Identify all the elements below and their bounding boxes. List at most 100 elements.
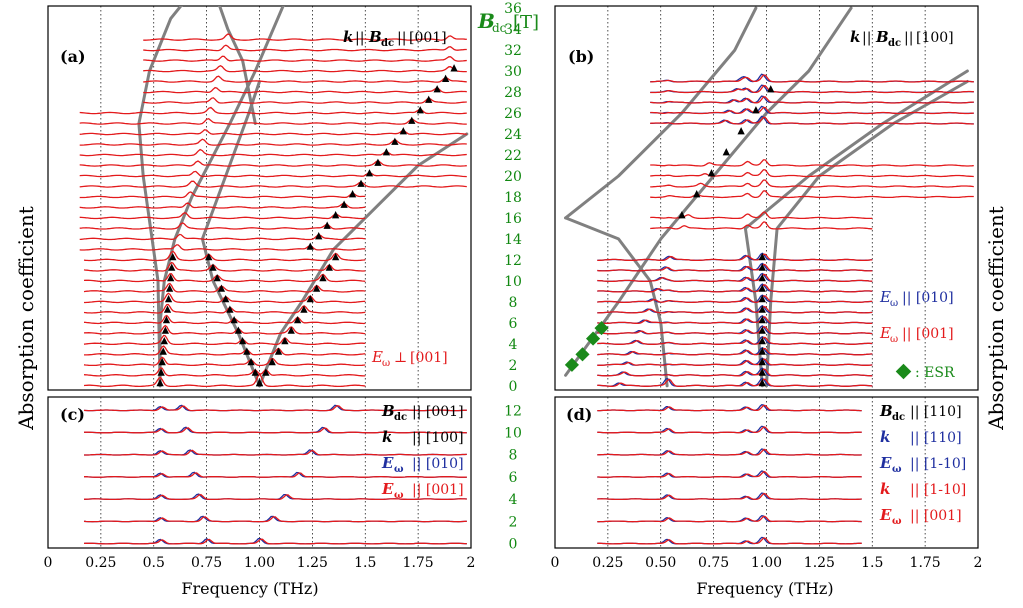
panel-a-annotations: (a) k || B dc || [001] E ω ⊥ [001] xyxy=(60,28,448,369)
svg-text:k: k xyxy=(850,28,860,46)
peak-marker xyxy=(268,357,276,366)
spectrum-trace-red xyxy=(79,106,467,115)
x-tick-label-right: 2 xyxy=(974,555,983,571)
spectrum-trace-red xyxy=(650,159,974,167)
panel-b-legend-red: E ω || [001] xyxy=(879,324,954,345)
peak-marker xyxy=(213,273,221,282)
d-legend-symbol: k xyxy=(880,480,890,498)
peak-marker xyxy=(408,116,416,124)
peak-marker xyxy=(340,200,348,208)
d-legend-text: || [1-10] xyxy=(910,482,966,498)
x-tick-label-right: 1.5 xyxy=(861,555,883,571)
svg-text:dc: dc xyxy=(492,21,507,35)
x-tick-label-left: 1.75 xyxy=(403,555,434,571)
peak-marker xyxy=(758,273,766,282)
panel-d-frame xyxy=(554,396,979,549)
peak-marker xyxy=(281,336,289,345)
c-legend-sub: ω xyxy=(394,464,404,475)
panel-a-label: (a) xyxy=(60,47,86,66)
spectrum-trace-red xyxy=(650,96,974,104)
spectrum-trace-red xyxy=(83,314,366,325)
bdc-tick-label: 26 xyxy=(504,106,522,122)
peak-marker xyxy=(758,368,766,376)
spectrum-trace-red xyxy=(83,334,366,346)
svg-text:||: || xyxy=(397,30,406,46)
c-legend-text: || [001] xyxy=(412,404,464,420)
panel-b-legend-blue: E ω || [010] xyxy=(879,288,954,309)
spectrum-trace-red xyxy=(83,427,467,434)
panel-c xyxy=(47,396,472,549)
peak-marker xyxy=(319,273,327,282)
spectrum-trace-red xyxy=(650,179,974,188)
d-legend-text: || [110] xyxy=(910,430,962,446)
mode-curve xyxy=(218,6,257,125)
peak-marker xyxy=(167,273,175,282)
bdc-tick-label: 12 xyxy=(504,253,522,269)
spectrum-trace-red xyxy=(597,316,873,325)
spectrum-trace-blue xyxy=(597,304,873,314)
spectrum-trace-red xyxy=(83,405,467,412)
d-legend-text: || [001] xyxy=(910,508,962,524)
peak-marker xyxy=(758,284,766,292)
peak-marker xyxy=(758,378,766,387)
svg-text:⊥: ⊥ xyxy=(394,350,407,366)
spectrum-trace-blue xyxy=(83,493,467,501)
peak-marker xyxy=(315,232,323,240)
spectrum-trace-blue xyxy=(597,357,873,366)
peak-marker xyxy=(255,378,264,387)
svg-text:dc: dc xyxy=(381,38,394,49)
spectrum-trace-red xyxy=(79,148,467,157)
mode-curve xyxy=(743,69,969,388)
d-legend-symbol: E xyxy=(879,454,892,472)
esr-point xyxy=(575,347,590,362)
peak-marker xyxy=(287,326,295,334)
peak-marker xyxy=(331,253,340,261)
svg-text:B: B xyxy=(477,9,495,33)
panel-d-label: (d) xyxy=(566,405,592,424)
spectrum-trace-red xyxy=(650,169,974,178)
peak-marker xyxy=(737,127,745,135)
panel-a-polarization: E ω ⊥ [001] xyxy=(371,348,448,369)
d-legend-sub: dc xyxy=(892,412,905,423)
esr-point xyxy=(564,357,579,372)
x-tick-label-right: 0.25 xyxy=(592,555,623,571)
peak-marker xyxy=(168,263,176,271)
peak-marker xyxy=(758,357,766,366)
x-tick-label-left: 0 xyxy=(44,555,53,571)
bdc-tick-label: 30 xyxy=(504,64,522,80)
peak-marker xyxy=(162,315,171,324)
peak-marker xyxy=(222,294,230,303)
d-legend-symbol: E xyxy=(879,506,892,524)
c-legend-text: || [001] xyxy=(412,482,464,498)
spectrum-trace-red xyxy=(597,448,862,456)
c-legend-text: || [100] xyxy=(412,430,464,446)
c-legend-sub: ω xyxy=(394,490,404,501)
x-tick-label-left: 1.25 xyxy=(297,555,328,571)
svg-text:[001]: [001] xyxy=(409,30,447,46)
peak-marker xyxy=(758,294,766,303)
d-legend-text: || [1-10] xyxy=(910,456,966,472)
left-y-axis-label: Absorption coefficient xyxy=(14,206,38,431)
d-legend-sub: ω xyxy=(892,516,902,527)
spectrum-trace-red xyxy=(83,373,366,388)
bdc-tick-label: 18 xyxy=(504,190,522,206)
svg-text:: ESR: : ESR xyxy=(915,365,955,381)
spectrum-trace-red xyxy=(143,75,467,83)
x-axis-label-left: Frequency (THz) xyxy=(181,579,318,598)
spectrum-trace-red xyxy=(597,273,873,283)
spectrum-trace-blue xyxy=(597,404,862,412)
peak-marker xyxy=(161,326,170,334)
d-legend-sub: ω xyxy=(892,464,902,475)
peak-marker xyxy=(399,127,407,135)
x-tick-label-left: 1.00 xyxy=(244,555,275,571)
peak-marker xyxy=(243,347,251,355)
spectrum-trace-red xyxy=(597,492,862,501)
spectrum-trace-red xyxy=(597,358,873,366)
spectrum-trace-blue xyxy=(597,367,873,377)
peak-marker xyxy=(306,242,314,250)
bdc-tick-label: 20 xyxy=(504,169,522,185)
peak-marker xyxy=(163,305,172,313)
c-legend-symbol: E xyxy=(381,480,394,498)
